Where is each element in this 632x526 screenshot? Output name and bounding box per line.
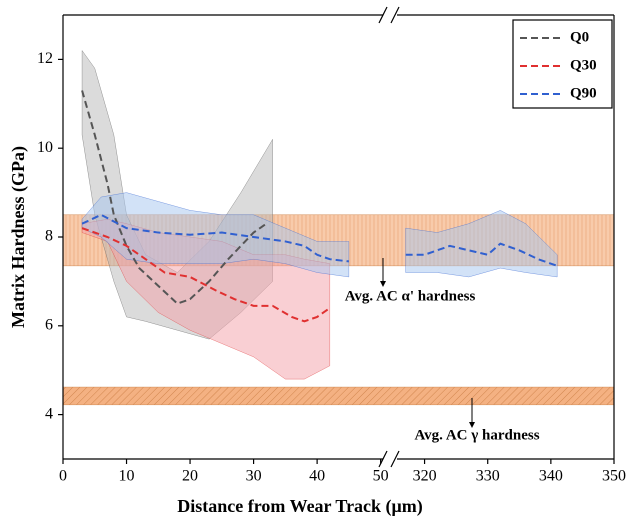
y-tick-label: 10 <box>37 139 53 156</box>
legend-box <box>512 19 613 109</box>
bands <box>62 49 615 406</box>
annotation-arrowhead <box>380 281 386 287</box>
x-tick-label: 320 <box>413 468 437 485</box>
y-tick-label: 8 <box>45 228 53 245</box>
axis-break <box>390 6 400 24</box>
error-band <box>81 192 350 278</box>
x-tick-label: 0 <box>59 468 67 485</box>
legend-label: Q30 <box>570 57 597 73</box>
x-axis-title: Distance from Wear Track (μm) <box>177 496 423 517</box>
x-tick-label: 20 <box>182 468 198 485</box>
x-tick-label: 340 <box>539 468 563 485</box>
y-tick-label: 6 <box>45 316 53 333</box>
x-tick-label: 30 <box>246 468 262 485</box>
series-line <box>81 90 267 305</box>
series-line <box>81 227 331 323</box>
reference-band-hatch <box>62 386 615 406</box>
series-line <box>81 213 558 267</box>
legend: Q0 Q30 Q90 <box>512 19 613 109</box>
error-band <box>405 210 558 278</box>
axes: 4 6 8 10 12 0 10 20 30 40 50 320 330 340 350 Avg. AC α'… <box>37 6 626 485</box>
axis-break <box>378 6 388 24</box>
x-tick-label: 330 <box>476 468 500 485</box>
x-tick-label: 50 <box>373 468 389 485</box>
legend-label: Q0 <box>570 29 589 45</box>
y-tick-label: 4 <box>45 405 53 422</box>
annotation: Avg. AC α' hardness <box>345 288 476 304</box>
x-tick-label: 350 <box>602 468 626 485</box>
legend-label: Q90 <box>570 85 597 101</box>
axis-break <box>378 450 388 468</box>
x-tick-label: 40 <box>309 468 325 485</box>
y-tick-label: 12 <box>37 50 53 67</box>
axis-break <box>390 450 400 468</box>
x-tick-label: 10 <box>119 468 135 485</box>
annotation-arrowhead <box>469 422 475 428</box>
lines <box>81 90 558 323</box>
annotation: Avg. AC γ hardness <box>414 427 539 443</box>
y-axis-title: Matrix Hardness (GPa) <box>8 146 29 328</box>
